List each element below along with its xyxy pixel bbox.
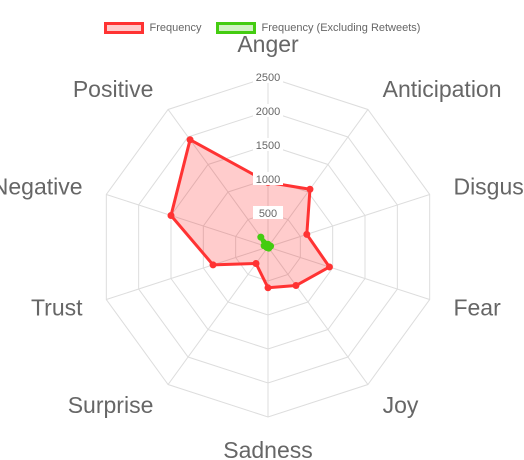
spoke-trust [106, 246, 269, 301]
point-frequency-joy [292, 282, 300, 290]
tick-label-1000: 1000 [256, 174, 280, 186]
series-area-frequency [169, 138, 331, 290]
axis-label-negative: Negative [0, 174, 83, 200]
point-frequency-positive [186, 136, 194, 144]
point-frequency-sadness [264, 284, 272, 292]
spoke-negative [106, 193, 269, 248]
axis-label-positive: Positive [73, 76, 154, 102]
spoke-disgust [267, 193, 430, 248]
axis-label-trust: Trust [31, 294, 83, 320]
spoke-joy [267, 246, 369, 385]
axis-label-joy: Joy [383, 392, 419, 418]
point-frequency-excluding-retweets-negative [260, 242, 268, 250]
point-frequency-fear [325, 263, 333, 271]
legend-item-frequency[interactable]: Frequency [103, 22, 202, 34]
legend-item-frequency-excluding-retweets[interactable]: Frequency (Excluding Retweets) [215, 22, 421, 34]
legend: Frequency Frequency (Excluding Retweets) [0, 22, 524, 34]
legend-label-frequency: Frequency [149, 22, 202, 34]
tick-label-2500: 2500 [256, 72, 280, 84]
spoke-anticipation [267, 109, 369, 248]
legend-swatch-frequency [103, 22, 144, 34]
axis-label-anticipation: Anticipation [383, 76, 502, 102]
axis-label-disgust: Disgust [453, 174, 524, 200]
point-frequency-surprise [252, 260, 260, 268]
point-frequency-disgust [303, 230, 311, 238]
tick-label-bg-2500 [253, 70, 283, 83]
spoke-surprise [167, 246, 269, 385]
tick-label-bg-1000 [253, 172, 283, 185]
point-frequency-excluding-retweets-positive [257, 233, 265, 241]
legend-label-frequency-excluding-retweets: Frequency (Excluding Retweets) [261, 22, 421, 34]
spoke-fear [267, 246, 430, 301]
axis-label-fear: Fear [453, 294, 501, 320]
axis-label-sadness: Sadness [223, 437, 313, 460]
series-frequency [167, 136, 333, 292]
point-frequency-anticipation [306, 185, 314, 193]
series-frequency-excluding-retweets [257, 233, 275, 252]
axis-label-anger: Anger [237, 31, 299, 57]
tick-label-1500: 1500 [256, 140, 280, 152]
point-frequency-trust [209, 261, 217, 269]
tick-label-2000: 2000 [256, 106, 280, 118]
axis-label-surprise: Surprise [68, 392, 154, 418]
radar-grid [105, 76, 431, 418]
tick-label-bg-500 [253, 206, 283, 219]
point-frequency-negative [167, 211, 175, 219]
legend-swatch-frequency-excluding-retweets [215, 22, 256, 34]
tick-label-bg-1500 [253, 138, 283, 151]
tick-label-bg-2000 [253, 104, 283, 117]
spoke-positive [167, 109, 269, 248]
tick-label-500: 500 [259, 208, 277, 220]
